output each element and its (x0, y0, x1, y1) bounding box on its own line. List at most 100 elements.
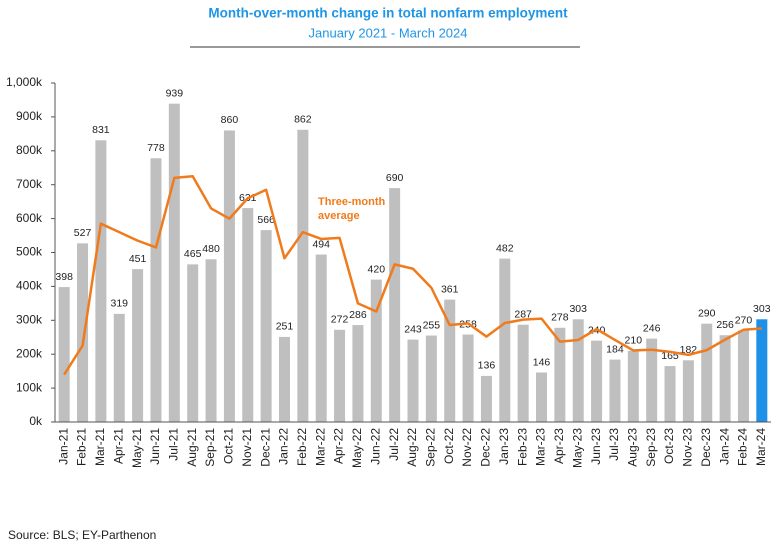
x-tick-label: Dec-21 (258, 428, 272, 467)
value-label: 860 (221, 114, 239, 126)
bar (315, 254, 327, 422)
bar (334, 329, 346, 422)
x-tick-label: May-22 (350, 428, 364, 468)
x-tick-label: Jan-23 (497, 428, 511, 465)
line-annotation: Three-month average (318, 196, 386, 222)
bar (77, 243, 89, 422)
x-tick-label: Feb-21 (75, 428, 89, 466)
x-tick-label: Dec-23 (699, 428, 713, 467)
value-label: 939 (166, 87, 184, 99)
y-tick-label: 500k (16, 245, 43, 259)
value-label: 566 (257, 214, 275, 226)
value-label: 303 (569, 303, 587, 315)
value-label: 690 (386, 172, 404, 184)
value-label: 451 (129, 253, 147, 265)
value-label: 778 (147, 142, 165, 154)
y-tick-label: 300k (16, 312, 43, 326)
bar (260, 230, 272, 422)
value-label: 146 (533, 356, 551, 368)
x-tick-label: Feb-22 (295, 428, 309, 466)
value-label: 278 (551, 312, 569, 324)
bar (480, 375, 492, 422)
x-tick-label: Dec-22 (479, 428, 493, 467)
value-label: 482 (496, 242, 514, 254)
x-tick-label: Sep-23 (644, 428, 658, 467)
bar (756, 319, 768, 422)
bar (95, 140, 107, 422)
bar (499, 258, 511, 422)
y-tick-label: 1,000k (6, 75, 43, 89)
value-label: 494 (312, 238, 330, 250)
value-label: 272 (331, 314, 349, 326)
bar (223, 130, 235, 422)
value-label: 831 (92, 124, 110, 136)
bar (554, 327, 566, 422)
value-label: 136 (478, 360, 496, 372)
bar (609, 359, 621, 422)
y-tick-label: 700k (16, 177, 43, 191)
bar (352, 325, 364, 422)
bar (370, 279, 382, 422)
x-tick-label: Nov-23 (681, 428, 695, 467)
value-label: 862 (294, 114, 312, 126)
bar (627, 350, 639, 422)
bar (150, 158, 162, 422)
value-label: 287 (514, 308, 532, 320)
bar (572, 319, 584, 422)
x-tick-label: Mar-22 (313, 428, 327, 466)
chart-title: Month-over-month change in total nonfarm… (208, 6, 568, 21)
bar (389, 188, 401, 422)
bar (517, 324, 529, 422)
x-tick-label: Apr-23 (552, 428, 566, 464)
x-tick-label: Oct-21 (222, 428, 236, 464)
y-tick-label: 200k (16, 346, 43, 360)
value-label: 184 (606, 343, 624, 355)
bar (646, 338, 658, 422)
bar (187, 264, 199, 422)
x-tick-label: Jun-22 (368, 428, 382, 465)
bar (278, 336, 290, 422)
x-tick-label: May-23 (570, 428, 584, 468)
x-tick-label: Oct-23 (662, 428, 676, 464)
bar (591, 340, 603, 422)
bar (719, 335, 731, 422)
x-tick-label: Jan-24 (717, 428, 731, 465)
x-tick-label: Jan-22 (277, 428, 291, 465)
x-tick-label: Jul-22 (387, 428, 401, 461)
bar (536, 372, 548, 422)
bar (462, 334, 474, 422)
value-label: 465 (184, 248, 202, 260)
bar (242, 208, 254, 422)
bar (407, 339, 419, 422)
x-tick-label: May-21 (130, 428, 144, 468)
x-tick-label: Apr-21 (111, 428, 125, 464)
value-label: 210 (625, 335, 643, 347)
bar (737, 330, 749, 422)
x-tick-label: Jun-23 (589, 428, 603, 465)
bar (205, 259, 217, 422)
x-tick-label: Mar-21 (93, 428, 107, 466)
bar (168, 103, 180, 422)
value-label: 251 (276, 321, 294, 333)
bar (664, 366, 676, 422)
x-tick-label: Oct-22 (442, 428, 456, 464)
x-tick-label: Nov-22 (460, 428, 474, 467)
bar (701, 323, 713, 422)
bar (682, 360, 694, 422)
x-tick-label: Jan-21 (56, 428, 70, 465)
x-tick-label: Apr-22 (332, 428, 346, 464)
x-tick-label: Mar-23 (534, 428, 548, 466)
bar (113, 313, 125, 422)
value-label: 319 (110, 298, 128, 310)
x-tick-label: Sep-22 (424, 428, 438, 467)
x-tick-label: Aug-23 (625, 428, 639, 467)
y-tick-label: 100k (16, 380, 43, 394)
x-tick-label: Jul-23 (607, 428, 621, 461)
bar (297, 129, 309, 423)
bar (58, 287, 70, 422)
value-label: 303 (753, 303, 771, 315)
bar (444, 299, 456, 422)
y-tick-label: 600k (16, 211, 43, 225)
average-line (63, 174, 762, 376)
